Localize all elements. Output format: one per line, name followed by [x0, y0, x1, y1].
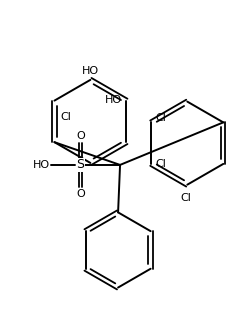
Text: O: O — [76, 189, 84, 199]
Text: Cl: Cl — [179, 192, 190, 203]
Text: Cl: Cl — [155, 159, 166, 169]
Text: Cl: Cl — [60, 112, 71, 122]
Text: HO: HO — [82, 66, 98, 76]
Text: Cl: Cl — [155, 113, 166, 123]
Text: S: S — [76, 158, 84, 172]
Text: HO: HO — [32, 160, 50, 170]
Text: O: O — [76, 131, 84, 141]
Text: HO: HO — [105, 95, 122, 105]
